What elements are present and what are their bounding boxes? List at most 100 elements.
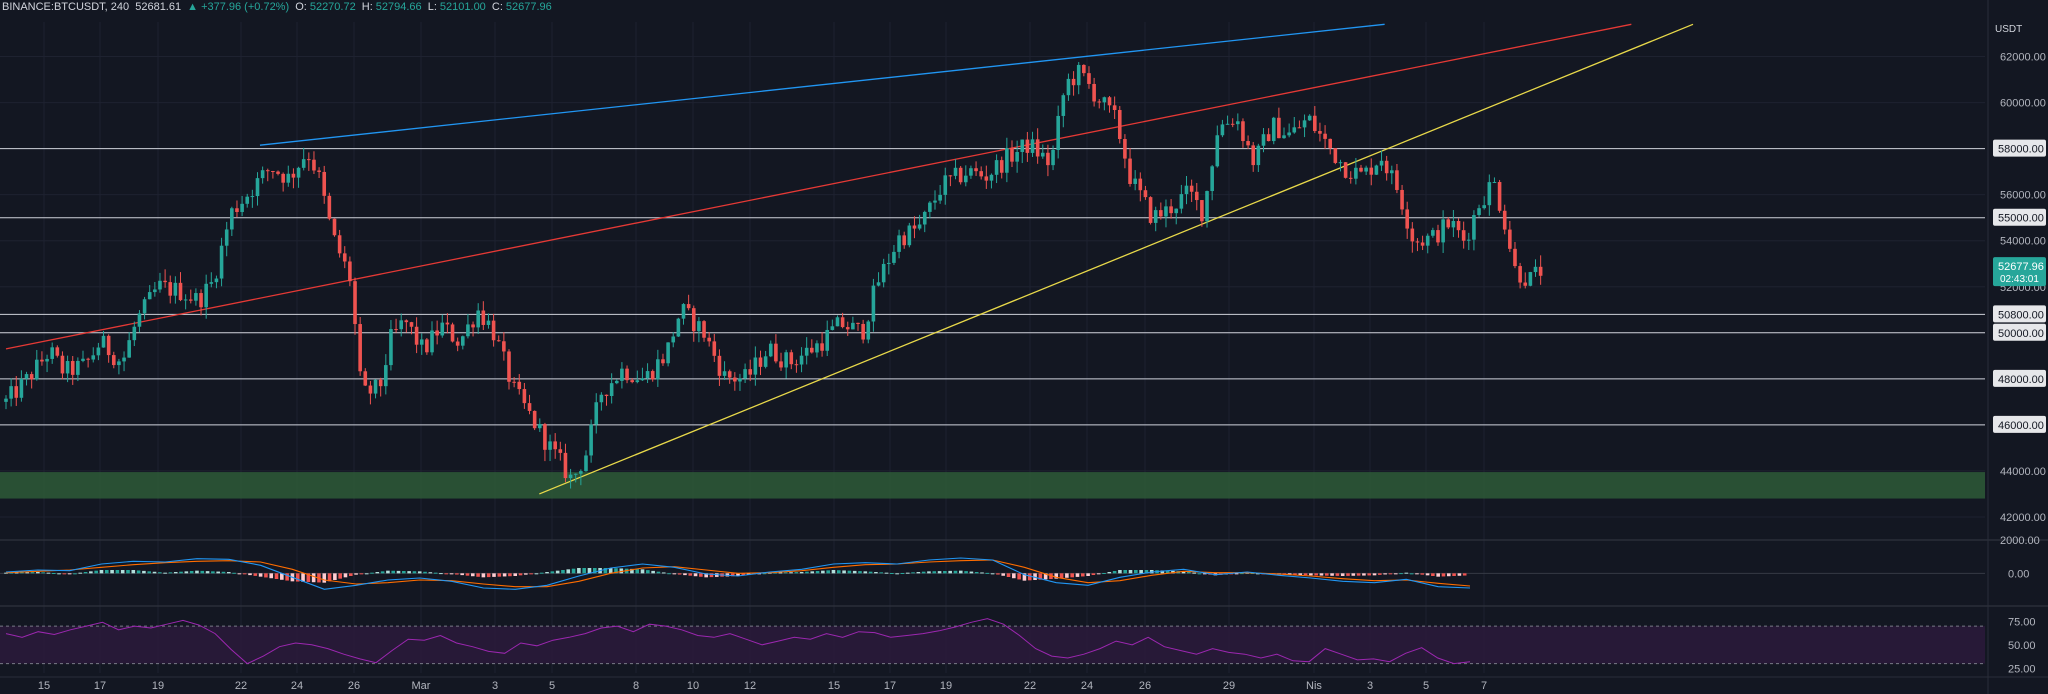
candle <box>127 332 131 358</box>
candle <box>768 340 773 358</box>
candle <box>979 166 983 180</box>
macd-histogram-bar <box>1054 573 1059 579</box>
candle-body <box>65 361 70 374</box>
last-price-label: 52677.96 <box>1998 261 2044 273</box>
candle <box>276 170 280 176</box>
candle <box>1405 201 1409 239</box>
candle <box>168 275 173 304</box>
candle <box>301 147 306 171</box>
candle <box>1256 143 1261 172</box>
low-label: L: <box>427 1 437 13</box>
candle <box>419 333 424 355</box>
macd-histogram-bar <box>1362 573 1366 576</box>
macd-histogram-bar <box>805 571 809 574</box>
candle-body <box>286 173 291 183</box>
candle <box>224 221 229 257</box>
candle-body <box>204 283 208 308</box>
candle <box>1133 170 1137 191</box>
candle <box>1082 64 1086 77</box>
candle-body <box>1451 221 1456 228</box>
candle-body <box>609 383 614 396</box>
macd-histogram-bar <box>1006 573 1011 577</box>
macd-histogram-bar <box>248 573 252 576</box>
candle-body <box>173 282 178 296</box>
candle-body <box>471 324 475 328</box>
macd-histogram-bar <box>1033 573 1037 580</box>
candle <box>1251 141 1256 172</box>
macd-histogram-bar <box>131 570 136 574</box>
macd-histogram-bar <box>640 569 645 574</box>
macd-histogram-bar <box>1378 573 1382 575</box>
candle <box>1318 122 1322 142</box>
candle-body <box>19 378 24 398</box>
candle <box>132 321 137 347</box>
candle <box>1359 164 1363 173</box>
candle-body <box>969 168 973 176</box>
macd-histogram-bar <box>1112 571 1117 574</box>
macd-histogram-bar <box>985 572 990 574</box>
macd-histogram-bar <box>221 571 226 574</box>
candle <box>825 320 830 357</box>
macd-histogram-bar <box>964 571 968 574</box>
candle-body <box>425 339 429 353</box>
candle-body <box>419 339 424 345</box>
candle-body <box>712 341 717 356</box>
candle <box>1107 95 1112 113</box>
candle-body <box>1400 189 1404 210</box>
high-label: H: <box>361 1 373 13</box>
macd-histogram-bar <box>1123 570 1128 574</box>
candle <box>589 419 593 463</box>
candle <box>1230 118 1235 128</box>
candle-body <box>1215 135 1220 167</box>
macd-histogram-bar <box>502 573 507 577</box>
candle-body <box>1051 149 1055 166</box>
candle-body <box>476 310 480 328</box>
macd-histogram-bar <box>1250 573 1255 574</box>
x-tick-label: 24 <box>291 680 303 692</box>
candle-body <box>1384 160 1389 174</box>
x-tick-label: Mar <box>412 680 431 692</box>
candle-body <box>1261 134 1266 146</box>
candle <box>1246 135 1250 149</box>
candle <box>1169 199 1173 219</box>
candle-body <box>1097 101 1102 103</box>
macd-histogram-bar <box>990 573 995 575</box>
macd-histogram-bar <box>1314 573 1318 576</box>
candle <box>1307 114 1312 121</box>
candle-body <box>1502 210 1507 230</box>
macd-histogram-bar <box>301 573 305 582</box>
candle <box>774 334 778 364</box>
macd-histogram-bar <box>179 571 183 574</box>
candle <box>938 184 942 204</box>
candle <box>1174 208 1179 225</box>
candle <box>1328 138 1333 155</box>
macd-histogram-bar <box>449 573 454 575</box>
macd-histogram-bar <box>370 572 374 574</box>
candle-body <box>55 347 60 356</box>
candle <box>1153 206 1158 232</box>
candle-body <box>589 424 593 456</box>
candle-body <box>1513 248 1517 267</box>
candle-body <box>558 449 563 453</box>
x-tick-label: 5 <box>1423 680 1429 692</box>
macd-histogram-bar <box>264 573 268 578</box>
candle <box>55 345 60 358</box>
candle <box>1492 177 1497 184</box>
candle <box>614 379 619 385</box>
macd-histogram-bar <box>874 572 878 574</box>
candle <box>466 314 470 339</box>
macd-histogram-bar <box>630 568 634 574</box>
candle-body <box>76 360 80 375</box>
macd-histogram-bar <box>1356 573 1361 576</box>
candle <box>363 368 368 387</box>
candle-body <box>543 424 547 450</box>
macd-histogram-bar <box>890 573 894 574</box>
candle <box>579 469 583 486</box>
candle <box>1102 96 1107 111</box>
candle-body <box>774 343 778 362</box>
macd-histogram-bar <box>322 573 327 583</box>
candle <box>1035 128 1040 164</box>
candle <box>630 378 634 384</box>
candle <box>409 321 414 335</box>
